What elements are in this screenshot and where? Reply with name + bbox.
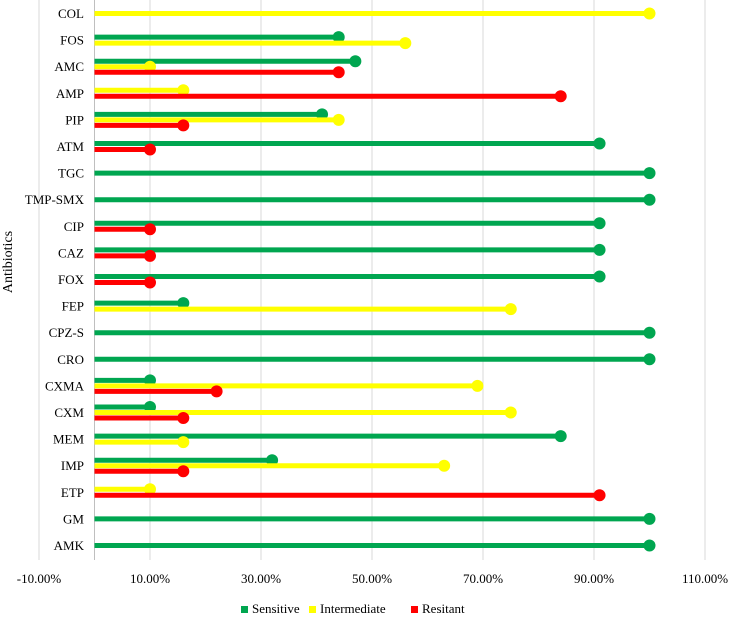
legend-swatch-intermediate <box>309 606 316 613</box>
dot-fos-sensitive <box>332 31 345 44</box>
dot-fos-intermediate <box>399 37 412 50</box>
dot-amk-sensitive <box>643 539 656 552</box>
legend-label-resitant: Resitant <box>422 601 465 616</box>
y-tick-label-fox: FOX <box>58 272 85 287</box>
y-tick-label-mem: MEM <box>53 432 85 447</box>
x-tick-label-0: -10.00% <box>17 571 62 586</box>
y-tick-label-cip: CIP <box>64 219 84 234</box>
y-tick-label-amc: AMC <box>54 59 84 74</box>
y-axis-title: Antibiotics <box>1 231 16 293</box>
x-tick-label-5: 90.00% <box>574 571 614 586</box>
x-tick-labels: -10.00% 10.00% 30.00% 50.00% 70.00% 90.00% 110… <box>17 571 728 586</box>
y-tick-label-cxm: CXM <box>54 405 84 420</box>
dot-imp-resitant <box>177 465 190 478</box>
y-tick-label-tmp-smx: TMP-SMX <box>25 192 85 207</box>
legend-swatch-resitant <box>411 606 418 613</box>
dot-cro-sensitive <box>643 353 656 366</box>
x-tick-label-2: 30.00% <box>241 571 281 586</box>
y-tick-label-etp: ETP <box>61 485 84 500</box>
dot-cip-sensitive <box>593 217 606 230</box>
legend: Sensitive Intermediate Resitant <box>241 601 465 616</box>
dot-col-intermediate <box>643 7 656 20</box>
dot-amc-sensitive <box>349 55 362 68</box>
dot-atm-resitant <box>144 143 156 156</box>
dot-tgc-sensitive <box>643 167 656 180</box>
dot-cxma-intermediate <box>471 379 484 392</box>
gridlines <box>38 0 706 560</box>
x-tick-label-6: 110.00% <box>682 571 728 586</box>
dot-cpz-s-sensitive <box>643 326 656 339</box>
y-tick-label-cxma: CXMA <box>45 378 85 393</box>
dot-cxm-intermediate <box>504 406 517 419</box>
bars-layer <box>94 7 656 552</box>
dot-fep-intermediate <box>504 303 517 316</box>
dot-etp-intermediate <box>144 483 156 496</box>
dot-amc-resitant <box>332 66 345 79</box>
dot-caz-sensitive <box>593 243 606 256</box>
y-tick-label-fep: FEP <box>62 299 84 314</box>
y-tick-label-atm: ATM <box>57 139 85 154</box>
dot-atm-sensitive <box>593 137 606 150</box>
y-tick-label-caz: CAZ <box>58 245 84 260</box>
y-tick-label-cro: CRO <box>57 352 84 367</box>
y-tick-label-amp: AMP <box>56 86 84 101</box>
dot-amp-intermediate <box>177 84 190 97</box>
y-tick-label-amk: AMK <box>54 538 85 553</box>
dot-imp-intermediate <box>438 459 451 472</box>
y-tick-label-tgc: TGC <box>58 166 84 181</box>
dot-cxma-resitant <box>210 385 223 398</box>
dot-caz-resitant <box>144 249 156 262</box>
x-tick-label-4: 70.00% <box>463 571 503 586</box>
dot-mem-sensitive <box>554 430 567 443</box>
dot-etp-resitant <box>593 489 606 502</box>
dot-cip-resitant <box>144 223 156 236</box>
legend-label-sensitive: Sensitive <box>252 601 300 616</box>
dot-pip-intermediate <box>332 113 345 126</box>
legend-swatch-sensitive <box>241 606 248 613</box>
y-tick-label-pip: PIP <box>65 112 84 127</box>
dot-cxm-resitant <box>177 412 190 424</box>
y-tick-label-imp: IMP <box>61 458 84 473</box>
dot-tmp-smx-sensitive <box>643 193 656 206</box>
legend-label-intermediate: Intermediate <box>320 601 386 616</box>
dot-fox-resitant <box>144 276 156 289</box>
y-tick-label-cpz-s: CPZ-S <box>49 325 84 340</box>
dot-pip-resitant <box>177 119 190 132</box>
y-tick-label-gm: GM <box>63 511 84 526</box>
dot-fep-sensitive <box>177 297 190 310</box>
dot-mem-intermediate <box>177 436 190 449</box>
x-tick-label-1: 10.00% <box>130 571 170 586</box>
x-tick-label-3: 50.00% <box>352 571 392 586</box>
y-tick-labels: COL FOS AMC AMP PIP ATM TGC TMP-SMX CIP CAZ FOX FEP… <box>25 6 85 553</box>
dot-fox-sensitive <box>593 270 606 283</box>
y-tick-label-fos: FOS <box>60 33 84 48</box>
dot-gm-sensitive <box>643 512 656 525</box>
dot-amp-resitant <box>554 90 567 103</box>
y-tick-label-col: COL <box>58 6 84 21</box>
